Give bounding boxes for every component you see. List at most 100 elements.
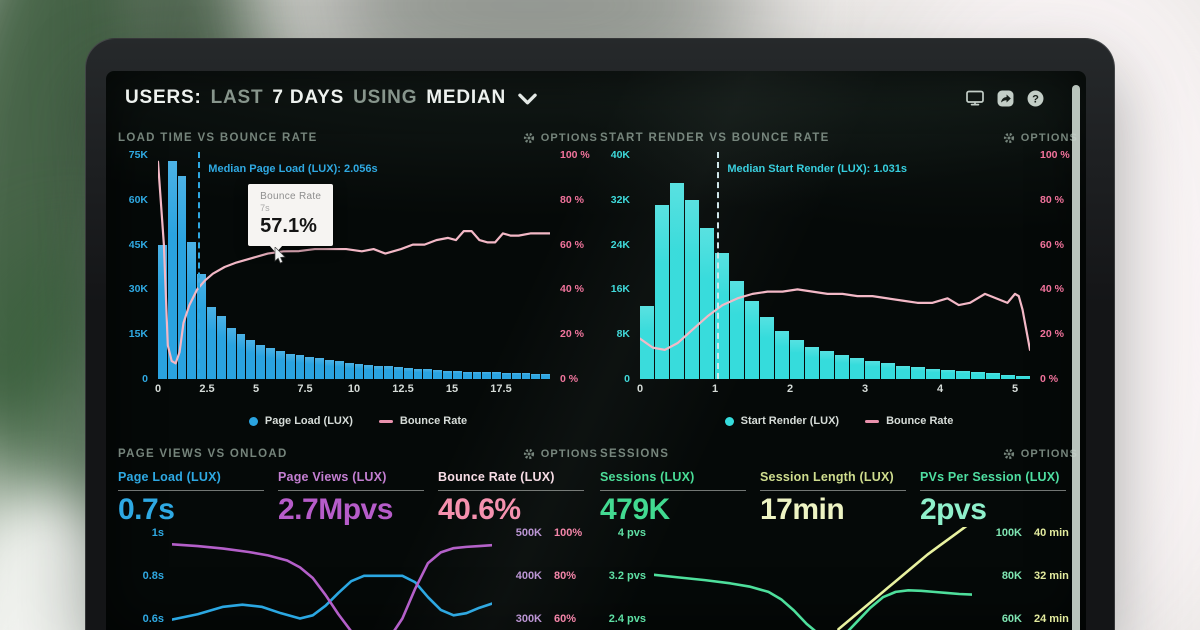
histogram-bar[interactable] (835, 354, 850, 379)
options-button[interactable]: OPTIONS (523, 448, 598, 460)
histogram-bar[interactable] (285, 353, 295, 379)
histogram-bar[interactable] (216, 316, 226, 379)
histogram-bar[interactable] (492, 372, 501, 379)
stat-page-views: Page Views (LUX) 2.7Mpvs (278, 469, 424, 525)
histogram-bar[interactable] (955, 371, 970, 379)
legend-item[interactable]: Start Render (LUX) (724, 415, 839, 427)
histogram-bar[interactable] (315, 358, 325, 379)
histogram-bar[interactable] (775, 331, 790, 379)
histogram-bar[interactable] (413, 368, 423, 379)
histogram-bar[interactable] (910, 367, 925, 379)
histogram-bar[interactable] (393, 367, 403, 379)
histogram-bar[interactable] (895, 365, 910, 379)
histogram-bar[interactable] (167, 160, 177, 379)
legend-dash-icon (865, 419, 880, 423)
histogram-bar[interactable] (925, 368, 940, 379)
histogram-bar[interactable] (374, 365, 384, 379)
histogram-bar[interactable] (531, 373, 541, 379)
display-icon[interactable] (966, 90, 984, 106)
histogram-bar[interactable] (197, 274, 207, 379)
histogram-bar[interactable] (384, 366, 393, 379)
histogram-bar[interactable] (226, 328, 236, 379)
histogram-bar[interactable] (880, 363, 895, 379)
y-axis-label-pair: 80K 32 min (982, 570, 1078, 582)
histogram-bar[interactable] (452, 371, 462, 379)
plot-area (172, 527, 492, 630)
mouse-cursor-icon (274, 246, 286, 264)
histogram-bar[interactable] (246, 340, 256, 379)
right-axis-value: 300K (515, 612, 542, 625)
tooltip: Bounce Rate 7s 57.1% (248, 184, 334, 254)
histogram-bar[interactable] (1015, 375, 1030, 379)
y-axis-label: 40K (610, 149, 630, 161)
using-word: USING (353, 87, 418, 108)
legend-item[interactable]: Page Load (LUX) (248, 415, 353, 427)
histogram-bar[interactable] (970, 372, 985, 379)
y-axis-label-pair: 400K 80% (502, 570, 598, 582)
histogram-bar[interactable] (745, 300, 760, 379)
histogram-bars[interactable] (640, 155, 1030, 379)
histogram-bar[interactable] (275, 350, 285, 379)
legend-item[interactable]: Bounce Rate (865, 415, 953, 427)
options-button[interactable]: OPTIONS (1003, 448, 1078, 460)
histogram-bar[interactable] (760, 317, 775, 379)
histogram-bar[interactable] (354, 364, 364, 379)
histogram-bar[interactable] (364, 364, 374, 379)
panel-load-time-vs-bounce-rate: LOAD TIME VS BOUNCE RATE OPTIONS 75K 60K 4… (118, 127, 598, 441)
histogram-bar[interactable] (158, 244, 167, 379)
histogram-bar[interactable] (790, 339, 805, 379)
histogram-bar[interactable] (266, 347, 275, 379)
histogram-bar[interactable] (865, 361, 880, 379)
histogram-bar[interactable] (187, 241, 197, 379)
options-button[interactable]: OPTIONS (523, 132, 598, 144)
histogram-bar[interactable] (655, 205, 670, 379)
histogram-bar[interactable] (1000, 374, 1015, 379)
histogram-bar[interactable] (403, 367, 413, 379)
histogram-bar[interactable] (985, 373, 1000, 379)
stat-value: 40.6% (438, 493, 521, 526)
histogram-bar[interactable] (236, 334, 246, 379)
histogram-bar[interactable] (256, 344, 266, 379)
x-tick-label: 0 (154, 383, 162, 395)
histogram-bar[interactable] (730, 281, 745, 379)
histogram-bar[interactable] (511, 373, 521, 379)
histogram-bar[interactable] (344, 362, 354, 379)
histogram-bar[interactable] (443, 370, 452, 379)
histogram-bar[interactable] (670, 183, 685, 379)
histogram-bar[interactable] (433, 370, 443, 379)
histogram-bar[interactable] (805, 346, 820, 379)
right-axis-value: 60% (554, 612, 577, 625)
tooltip-title: Bounce Rate (260, 191, 322, 203)
legend-item[interactable]: Bounce Rate (378, 415, 468, 427)
y-axis-label: 0 % (1040, 373, 1059, 385)
histogram-bar[interactable] (334, 361, 344, 379)
histogram-bar[interactable] (541, 373, 551, 379)
histogram-bar[interactable] (295, 355, 305, 379)
users-range-dropdown[interactable]: USERS: LAST 7 DAYS USING MEDIAN (125, 87, 537, 109)
histogram-bar[interactable] (501, 372, 511, 379)
histogram-bars[interactable] (158, 155, 551, 379)
histogram-bar[interactable] (850, 358, 865, 379)
histogram-bar[interactable] (325, 359, 334, 379)
options-button[interactable]: OPTIONS (1003, 132, 1078, 144)
scrollbar[interactable] (1072, 85, 1080, 630)
histogram-bar[interactable] (940, 370, 955, 379)
y-axis-label: 0 (624, 373, 630, 385)
line-chart: 1s 0.8s 0.6s 500K 100% 400K 80% 300K 60% (118, 527, 598, 630)
histogram-bar[interactable] (482, 372, 492, 379)
median-label: Median Start Render (LUX): 1.031s (727, 163, 908, 175)
histogram-bar[interactable] (820, 351, 835, 379)
histogram-bar[interactable] (462, 371, 472, 379)
histogram-bar[interactable] (700, 227, 715, 379)
panel-sessions: SESSIONS OPTIONS Sessions (LUX) 479K (600, 443, 1078, 630)
histogram-bar[interactable] (472, 371, 482, 379)
histogram-bar[interactable] (177, 175, 187, 379)
help-icon[interactable]: ? (1027, 90, 1044, 107)
histogram-bar[interactable] (207, 307, 216, 379)
histogram-bar[interactable] (521, 373, 531, 379)
legend-label: Bounce Rate (399, 415, 468, 427)
histogram-bar[interactable] (305, 356, 315, 379)
histogram-bar[interactable] (423, 369, 433, 379)
y-axis-label: 80 % (560, 193, 584, 206)
share-icon[interactable] (997, 90, 1014, 107)
